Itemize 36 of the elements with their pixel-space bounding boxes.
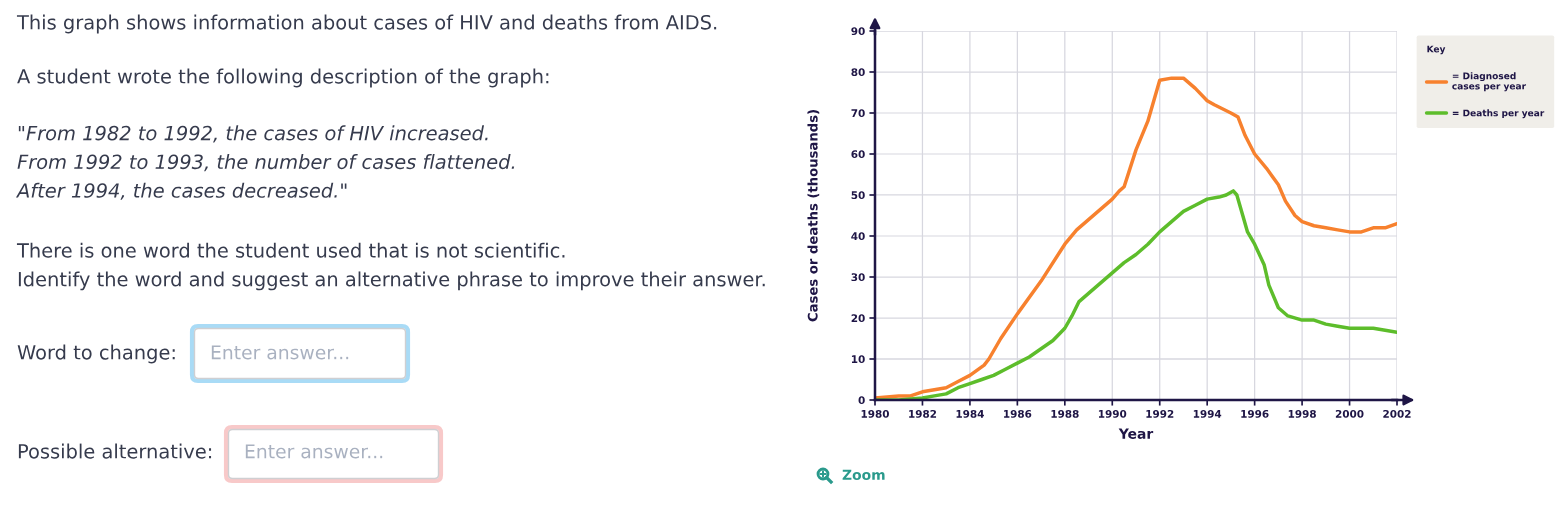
y-tick-label: 40 [851, 232, 865, 241]
text: A student wrote the following description of the graph: [17, 68, 549, 88]
text: This graph shows information about cases of HIV and deaths from AIDS. [16, 14, 717, 34]
legend-label: = Diagnosed cases per year [1452, 72, 1527, 92]
y-tick-label: 80 [851, 68, 865, 77]
x-tick-label: 1992 [1146, 409, 1174, 418]
text: Word to change: [17, 344, 175, 364]
text: There is one word the student used that is not scientific. Identify the word and suggest an alternative phrase to improve their answer. [16, 242, 765, 291]
text: Zoom [842, 469, 885, 481]
y-tick-label: 60 [851, 150, 865, 159]
x-tick-label: 1982 [909, 409, 937, 418]
text: Enter answer... [245, 444, 383, 459]
x-tick-label: 1994 [1193, 409, 1222, 418]
legend-title: Key [1427, 45, 1446, 55]
x-axis-title: Year [1118, 428, 1154, 439]
y-tick-label: 70 [851, 109, 865, 118]
y-tick-label: 90 [851, 27, 865, 36]
x-tick-label: 1990 [1098, 409, 1127, 418]
x-tick-label: 1998 [1288, 409, 1316, 418]
x-tick-label: 1980 [861, 409, 889, 418]
x-tick-label: 2000 [1335, 409, 1364, 418]
text: "From 1982 to 1992, the cases of HIV increased. From 1992 to 1993, the number of cases flattened. After 1994, the cases decreased." [15, 125, 515, 200]
y-tick-label: 30 [851, 273, 865, 282]
y-tick-label: 50 [851, 191, 865, 200]
x-tick-label: 1988 [1051, 409, 1079, 418]
x-tick-label: 2002 [1383, 409, 1411, 418]
text: Enter answer... [211, 345, 349, 360]
legend-label: = Deaths per year [1452, 109, 1545, 119]
text: Possible alternative: [18, 443, 212, 459]
x-tick-label: 1984 [956, 409, 984, 418]
y-tick-label: 20 [851, 314, 865, 323]
y-tick-label: 10 [851, 355, 865, 364]
x-tick-label: 1996 [1241, 409, 1269, 418]
y-axis-title: Cases or deaths (thousands) [807, 110, 820, 322]
x-tick-label: 1986 [1004, 409, 1032, 418]
y-tick-label: 0 [858, 396, 865, 405]
